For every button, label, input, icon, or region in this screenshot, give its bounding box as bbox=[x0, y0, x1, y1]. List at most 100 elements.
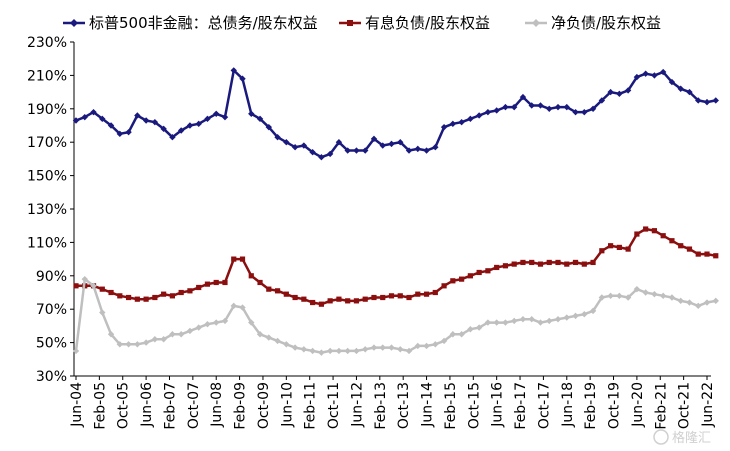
data-point bbox=[590, 259, 596, 266]
data-point bbox=[581, 108, 588, 116]
data-point bbox=[239, 304, 246, 311]
data-point bbox=[107, 122, 115, 129]
data-point bbox=[274, 133, 281, 141]
x-tick-label: Oct-13 bbox=[396, 382, 412, 429]
data-point bbox=[616, 292, 623, 300]
series-line bbox=[76, 227, 717, 306]
data-point bbox=[467, 326, 474, 333]
data-point bbox=[344, 147, 351, 154]
data-point bbox=[686, 246, 693, 252]
data-point bbox=[572, 259, 579, 266]
data-point bbox=[161, 291, 167, 297]
data-point bbox=[142, 117, 150, 124]
data-point bbox=[310, 299, 316, 306]
data-point bbox=[405, 147, 413, 154]
data-point bbox=[230, 67, 237, 74]
data-point bbox=[537, 261, 544, 267]
watermark: 格隆汇 bbox=[653, 429, 711, 446]
data-point bbox=[177, 331, 185, 338]
data-point bbox=[301, 296, 307, 302]
data-point bbox=[607, 243, 614, 249]
data-point bbox=[467, 115, 474, 123]
x-tick-label: Jun-10 bbox=[279, 382, 295, 428]
data-point bbox=[624, 87, 632, 94]
data-point bbox=[423, 342, 430, 350]
data-point bbox=[555, 259, 561, 266]
data-point bbox=[353, 298, 360, 304]
data-point bbox=[283, 341, 290, 348]
data-point bbox=[405, 347, 413, 355]
data-point bbox=[564, 261, 570, 267]
data-point bbox=[695, 302, 702, 310]
series-line bbox=[74, 277, 717, 354]
data-point bbox=[459, 276, 465, 282]
series-3 bbox=[72, 275, 719, 356]
data-point bbox=[134, 112, 141, 119]
data-point bbox=[484, 319, 492, 326]
data-point bbox=[677, 85, 684, 92]
data-point bbox=[458, 118, 465, 126]
data-point bbox=[563, 314, 570, 321]
y-tick-label: 70% bbox=[36, 302, 67, 318]
data-point bbox=[335, 139, 343, 146]
data-point bbox=[107, 331, 115, 338]
data-point bbox=[432, 341, 439, 348]
data-point bbox=[493, 107, 500, 114]
data-point bbox=[291, 344, 299, 351]
data-point bbox=[703, 98, 711, 106]
x-tick-label: Jun-16 bbox=[490, 382, 506, 428]
data-point bbox=[125, 294, 132, 301]
data-point bbox=[125, 128, 132, 136]
data-point bbox=[73, 283, 79, 289]
x-tick-label: Feb-07 bbox=[162, 382, 178, 430]
y-tick-label: 190% bbox=[27, 102, 67, 118]
data-point bbox=[397, 346, 404, 353]
x-tick-label: Jun-18 bbox=[560, 382, 576, 428]
data-point bbox=[379, 142, 386, 149]
data-point bbox=[598, 294, 606, 301]
data-point bbox=[195, 120, 202, 128]
data-point bbox=[99, 286, 105, 292]
data-point bbox=[458, 331, 465, 338]
data-point bbox=[651, 72, 658, 79]
data-point bbox=[397, 139, 404, 146]
data-point bbox=[414, 145, 421, 153]
data-point bbox=[502, 103, 509, 111]
data-point bbox=[475, 112, 483, 119]
data-point bbox=[370, 135, 378, 143]
data-point bbox=[362, 296, 368, 302]
data-point bbox=[72, 117, 80, 124]
x-tick-label: Feb-05 bbox=[92, 382, 108, 430]
data-point bbox=[291, 144, 299, 151]
watermark-text: 格隆汇 bbox=[672, 430, 711, 446]
data-point bbox=[90, 108, 97, 116]
data-point bbox=[598, 97, 606, 104]
data-point bbox=[344, 347, 351, 355]
data-point bbox=[686, 299, 693, 306]
data-point bbox=[388, 140, 395, 148]
data-point bbox=[643, 226, 649, 232]
data-point bbox=[695, 97, 702, 104]
data-point bbox=[624, 294, 632, 301]
data-point bbox=[125, 341, 132, 348]
data-point bbox=[265, 334, 273, 341]
data-point bbox=[353, 347, 360, 355]
data-point bbox=[72, 347, 80, 355]
data-point bbox=[116, 130, 124, 138]
data-point bbox=[204, 321, 211, 328]
data-point bbox=[678, 243, 684, 249]
data-point bbox=[362, 346, 369, 353]
data-point bbox=[99, 309, 106, 316]
x-tick-label: Feb-15 bbox=[443, 382, 459, 430]
y-axis: 30% 50% 70% 90% 110% 130% 150% 170% 190% 210% 230% bbox=[27, 35, 75, 385]
y-tick-label: 170% bbox=[27, 135, 67, 151]
data-point bbox=[362, 147, 369, 154]
data-point bbox=[554, 103, 562, 111]
y-tick-label: 130% bbox=[27, 202, 67, 218]
data-point bbox=[633, 73, 641, 81]
x-tick-label: Jun-22 bbox=[700, 382, 716, 428]
data-point bbox=[169, 293, 176, 299]
data-point bbox=[248, 110, 255, 118]
data-point bbox=[493, 319, 500, 326]
